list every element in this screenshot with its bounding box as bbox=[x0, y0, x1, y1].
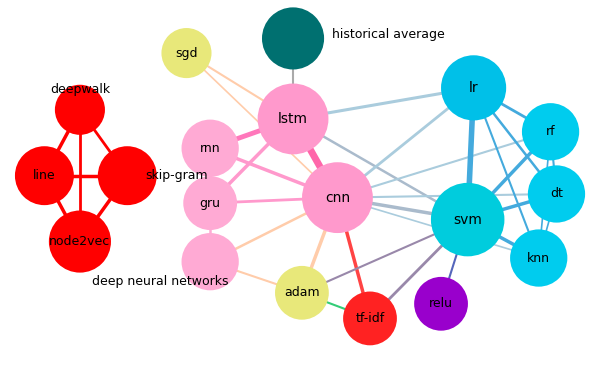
Point bbox=[40, 173, 49, 179]
Point bbox=[552, 191, 561, 197]
Point bbox=[205, 259, 215, 265]
Text: sgd: sgd bbox=[175, 46, 198, 60]
Text: rnn: rnn bbox=[200, 142, 220, 155]
Text: deep neural networks: deep neural networks bbox=[92, 275, 228, 288]
Point bbox=[534, 255, 543, 261]
Point bbox=[463, 217, 472, 223]
Point bbox=[333, 195, 342, 201]
Point bbox=[546, 129, 555, 135]
Text: svm: svm bbox=[453, 213, 482, 227]
Point bbox=[288, 116, 298, 122]
Text: rf: rf bbox=[546, 125, 555, 138]
Text: line: line bbox=[33, 169, 56, 182]
Point bbox=[436, 301, 446, 307]
Point bbox=[182, 50, 191, 56]
Point bbox=[365, 315, 375, 321]
Text: tf-idf: tf-idf bbox=[355, 312, 385, 325]
Point bbox=[75, 239, 85, 244]
Text: historical average: historical average bbox=[332, 28, 444, 41]
Text: node2vec: node2vec bbox=[49, 235, 111, 248]
Text: deepwalk: deepwalk bbox=[50, 83, 110, 96]
Text: skip-gram: skip-gram bbox=[145, 169, 208, 182]
Point bbox=[123, 173, 132, 179]
Point bbox=[205, 145, 215, 151]
Text: gru: gru bbox=[200, 197, 221, 210]
Text: relu: relu bbox=[429, 297, 453, 310]
Text: knn: knn bbox=[527, 251, 550, 265]
Point bbox=[75, 107, 85, 113]
Text: lr: lr bbox=[469, 81, 478, 95]
Text: adam: adam bbox=[284, 286, 320, 299]
Text: cnn: cnn bbox=[325, 191, 350, 205]
Point bbox=[288, 36, 298, 41]
Text: lstm: lstm bbox=[278, 112, 308, 126]
Text: dt: dt bbox=[550, 187, 563, 201]
Point bbox=[205, 200, 215, 206]
Point bbox=[469, 85, 478, 91]
Point bbox=[297, 290, 307, 296]
